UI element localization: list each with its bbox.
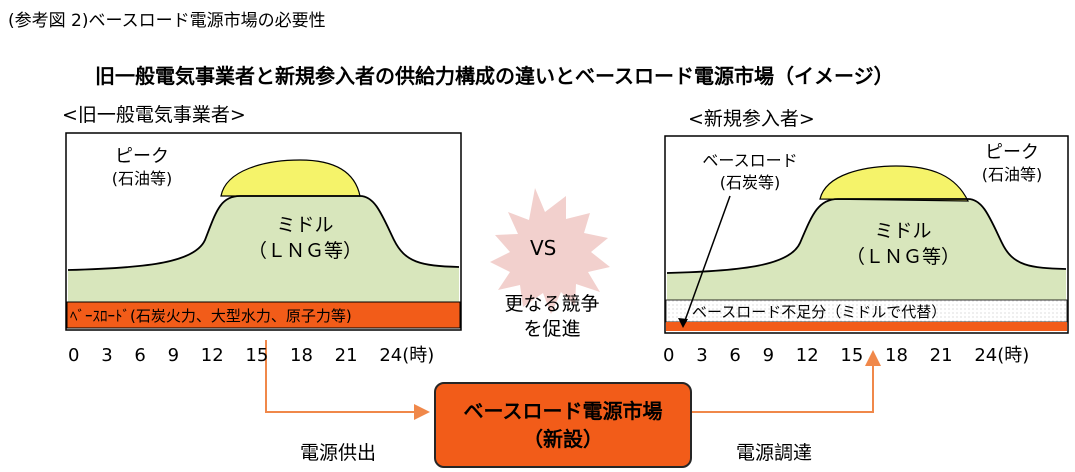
axis-tick: 0 (68, 345, 80, 366)
left-middle-label: ミドル （ＬＮＧ等） (247, 214, 362, 262)
left-group-title: <旧一般電気事業者> (62, 104, 246, 126)
procure-label: 電源調達 (736, 442, 813, 464)
axis-tick: 6 (134, 345, 146, 366)
supply-arrow (265, 340, 430, 420)
procure-arrow (692, 350, 881, 413)
left-baseload-band (66, 301, 461, 329)
axis-tick: 18 (885, 345, 908, 366)
axis-tick: 15 (245, 345, 269, 366)
axis-tick: 12 (795, 345, 819, 366)
vs-text: VS (530, 236, 557, 260)
right-chart (664, 135, 1069, 334)
right-middle-area (667, 199, 1066, 300)
axis-tick: 3 (101, 345, 113, 366)
axis-tick: 6 (729, 345, 741, 366)
right-group-title: <新規参入者> (688, 108, 815, 130)
figure-subtitle: 旧一般電気事業者と新規参入者の供給力構成の違いとベースロード電源市場（イメージ） (95, 64, 894, 88)
competition-text: 更なる競争 を促進 (504, 293, 600, 340)
right-shortfall-label: ベースロード不足分（ミドルで代替） (692, 303, 947, 321)
axis-tick: 0 (663, 345, 675, 366)
baseload-market-box: ベースロード電源市場 （新設） (434, 382, 692, 468)
left-peak-label: ピーク (石油等) (111, 146, 173, 188)
right-demand-curve (666, 198, 1067, 274)
right-x-axis: 0 3 6 9 12 15 18 21 24(時) (663, 341, 1029, 367)
market-title: ベースロード電源市場 (463, 399, 663, 423)
right-peak-label: ピーク (石油等) (981, 142, 1043, 184)
vs-starburst (490, 188, 610, 314)
left-baseload-label: ﾍﾞｰｽﾛｰﾄﾞ(石炭火力、大型水力、原子力等) (70, 307, 352, 325)
left-chart (65, 132, 462, 331)
axis-tick: 24(時) (974, 345, 1030, 366)
right-middle-label: ミドル （ＬＮＧ等） (845, 220, 960, 268)
right-baseload-thin-band (666, 322, 1067, 331)
baseload-pointer-head (678, 318, 688, 328)
left-demand-curve (67, 195, 460, 271)
left-x-axis: 0 3 6 9 12 15 18 21 24(時) (68, 341, 434, 367)
supply-label: 電源供出 (300, 442, 377, 464)
axis-tick: 9 (167, 345, 180, 366)
axis-tick: 9 (762, 345, 775, 366)
axis-tick: 12 (200, 345, 224, 366)
axis-tick: 18 (290, 345, 313, 366)
axis-tick: 21 (334, 345, 358, 366)
axis-tick: 21 (929, 345, 953, 366)
axis-tick: 3 (696, 345, 708, 366)
axis-tick: 15 (840, 345, 864, 366)
axis-tick: 24(時) (379, 345, 435, 366)
left-middle-area (68, 196, 459, 302)
figure-caption: (参考図 2)ベースロード電源市場の必要性 (8, 11, 326, 31)
market-subtitle: （新設） (523, 427, 603, 451)
right-peak-area (819, 165, 969, 202)
right-baseload-label: ベースロード (石炭等) (702, 151, 798, 192)
baseload-pointer-line (682, 195, 731, 327)
left-peak-area (220, 159, 361, 197)
